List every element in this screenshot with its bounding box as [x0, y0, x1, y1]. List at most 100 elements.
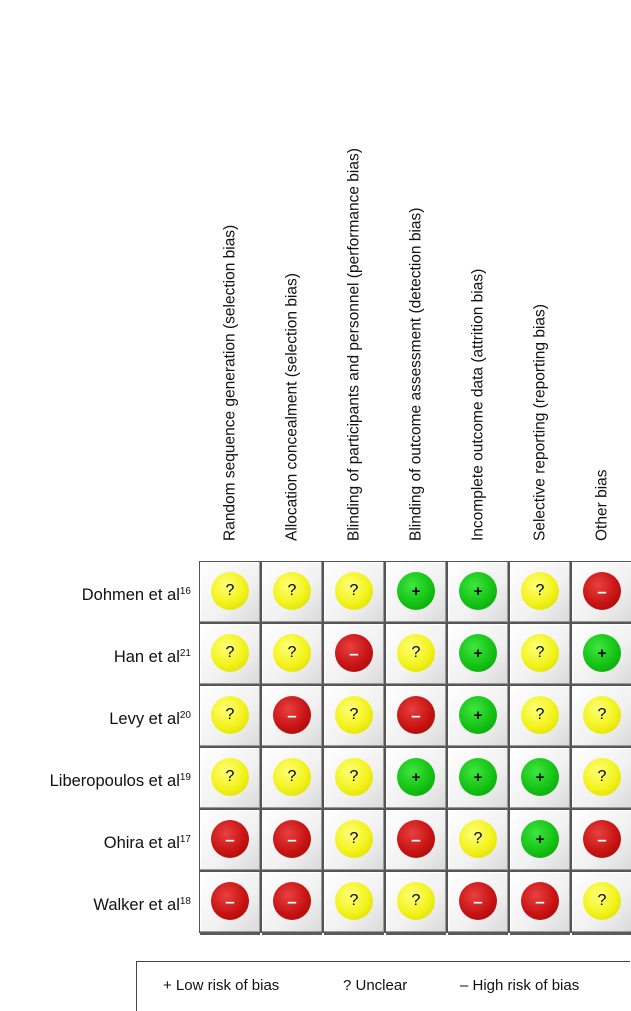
rating-cell: ?	[261, 561, 323, 625]
legend-high: – High risk of bias	[460, 977, 580, 994]
rating-unclear-icon: ?	[335, 820, 373, 858]
column-header-label: Blinding of outcome assessment (detectio…	[407, 207, 425, 541]
column-header: Blinding of outcome assessment (detectio…	[385, 0, 447, 556]
rating-low-icon: +	[521, 758, 559, 796]
rating-cell: –	[261, 871, 323, 935]
rating-high-icon: –	[273, 882, 311, 920]
legend-unclear: ? Unclear	[343, 977, 408, 994]
rating-cell: ?	[385, 871, 447, 935]
rating-high-icon: –	[521, 882, 559, 920]
study-name: Han et al	[113, 648, 180, 666]
study-reference: 20	[179, 710, 191, 721]
rating-high-icon: –	[273, 820, 311, 858]
rating-unclear-icon: ?	[335, 758, 373, 796]
rating-unclear-icon: ?	[521, 572, 559, 610]
study-label: Liberopoulos et al19	[0, 747, 191, 809]
column-header-label: Allocation concealment (selection bias)	[283, 272, 301, 541]
column-header-label: Blinding of participants and personnel (…	[345, 147, 363, 541]
rating-unclear-icon: ?	[273, 572, 311, 610]
rating-cell: +	[509, 809, 571, 873]
rating-low-icon: +	[459, 634, 497, 672]
column-header-label: Selective reporting (reporting bias)	[531, 303, 549, 541]
rating-cell: ?	[571, 747, 631, 811]
study-label: Han et al21	[0, 623, 191, 685]
rating-unclear-icon: ?	[211, 634, 249, 672]
rating-cell: +	[571, 623, 631, 687]
risk-of-bias-grid: ??? + +? –?? –? +? +? –? – +????? + + +? – –? –? + – – –?? –…	[199, 561, 631, 935]
rating-high-icon: –	[459, 882, 497, 920]
rating-high-icon: –	[211, 882, 249, 920]
rating-unclear-icon: ?	[335, 572, 373, 610]
rating-unclear-icon: ?	[583, 758, 621, 796]
rating-unclear-icon: ?	[583, 696, 621, 734]
rating-cell: –	[447, 871, 509, 935]
rating-unclear-icon: ?	[335, 696, 373, 734]
rating-cell: –	[571, 809, 631, 873]
rating-unclear-icon: ?	[211, 758, 249, 796]
rating-low-icon: +	[521, 820, 559, 858]
column-header-label: Incomplete outcome data (attrition bias)	[469, 268, 487, 541]
rating-cell: +	[385, 561, 447, 625]
rating-cell: ?	[323, 809, 385, 873]
rating-unclear-icon: ?	[211, 572, 249, 610]
study-reference: 19	[179, 772, 191, 783]
study-reference: 16	[179, 586, 191, 597]
rating-low-icon: +	[459, 696, 497, 734]
table-row: ??? + +? –	[199, 561, 631, 625]
rating-cell: –	[261, 809, 323, 873]
column-header-label: Other bias	[593, 468, 611, 541]
study-label: Dohmen et al16	[0, 561, 191, 623]
rating-cell: –	[385, 685, 447, 749]
rating-cell: +	[385, 747, 447, 811]
column-header: Allocation concealment (selection bias)	[261, 0, 323, 556]
study-label: Walker et al18	[0, 871, 191, 933]
rating-cell: ?	[323, 747, 385, 811]
rating-high-icon: –	[273, 696, 311, 734]
table-row: ?? –? +? +	[199, 623, 631, 687]
study-reference: 17	[179, 834, 191, 845]
table-row: ? –? – +??	[199, 685, 631, 749]
rating-cell: –	[261, 685, 323, 749]
rating-cell: ?	[323, 685, 385, 749]
study-name: Ohira et al	[103, 834, 180, 852]
rating-cell: +	[447, 561, 509, 625]
column-header: Blinding of participants and personnel (…	[323, 0, 385, 556]
rating-unclear-icon: ?	[583, 882, 621, 920]
rating-cell: ?	[447, 809, 509, 873]
study-name: Liberopoulos et al	[49, 772, 180, 790]
rating-high-icon: –	[583, 572, 621, 610]
table-row: – –? –? + –	[199, 809, 631, 873]
rating-low-icon: +	[397, 572, 435, 610]
column-header: Incomplete outcome data (attrition bias)	[447, 0, 509, 556]
rating-unclear-icon: ?	[273, 634, 311, 672]
rating-high-icon: –	[211, 820, 249, 858]
column-header: Random sequence generation (selection bi…	[199, 0, 261, 556]
rating-high-icon: –	[335, 634, 373, 672]
rating-unclear-icon: ?	[273, 758, 311, 796]
rating-unclear-icon: ?	[397, 634, 435, 672]
rating-cell: ?	[323, 871, 385, 935]
rating-unclear-icon: ?	[397, 882, 435, 920]
rating-cell: ?	[571, 685, 631, 749]
rating-cell: +	[509, 747, 571, 811]
study-label: Ohira et al17	[0, 809, 191, 871]
rating-cell: –	[199, 871, 261, 935]
rating-cell: ?	[261, 623, 323, 687]
rating-unclear-icon: ?	[459, 820, 497, 858]
rating-cell: ?	[509, 561, 571, 625]
rating-cell: ?	[199, 561, 261, 625]
rating-cell: –	[509, 871, 571, 935]
table-row: – –?? – –?	[199, 871, 631, 935]
rating-cell: +	[447, 623, 509, 687]
rating-unclear-icon: ?	[335, 882, 373, 920]
rating-cell: –	[323, 623, 385, 687]
rating-cell: –	[385, 809, 447, 873]
rating-high-icon: –	[397, 696, 435, 734]
rating-unclear-icon: ?	[521, 634, 559, 672]
rating-high-icon: –	[397, 820, 435, 858]
column-header-label: Random sequence generation (selection bi…	[221, 224, 239, 541]
rating-cell: ?	[199, 623, 261, 687]
rating-cell: ?	[323, 561, 385, 625]
rating-cell: ?	[509, 623, 571, 687]
rating-low-icon: +	[459, 572, 497, 610]
